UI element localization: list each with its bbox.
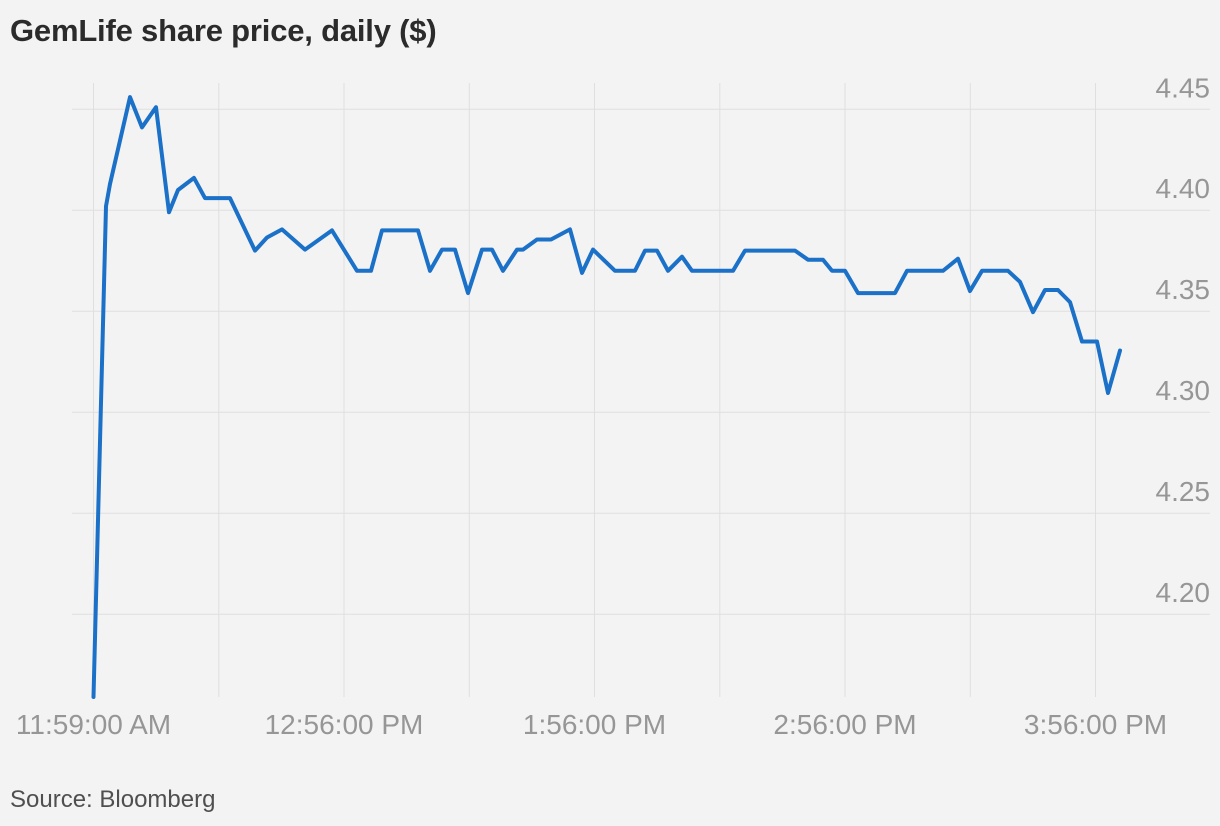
y-tick-label: 4.20 [1156, 577, 1211, 608]
vertical-gridlines [93, 83, 1096, 697]
x-tick-label: 12:56:00 PM [265, 709, 424, 740]
y-tick-label: 4.30 [1156, 375, 1211, 406]
x-tick-label: 3:56:00 PM [1024, 709, 1167, 740]
y-axis-labels: 4.45 4.40 4.35 4.30 4.25 4.20 [1156, 72, 1211, 608]
x-axis-labels: 11:59:00 AM 12:56:00 PM 1:56:00 PM 2:56:00 … [16, 709, 1167, 740]
y-tick-label: 4.40 [1156, 173, 1211, 204]
horizontal-gridlines [72, 108, 1210, 615]
chart-title: GemLife share price, daily ($) [10, 13, 437, 48]
y-tick-label: 4.25 [1156, 476, 1211, 507]
x-tick-label: 2:56:00 PM [773, 709, 916, 740]
source-caption: Source: Bloomberg [10, 786, 216, 813]
x-tick-label: 11:59:00 AM [16, 709, 171, 740]
price-line-series [91, 95, 1122, 699]
y-tick-label: 4.35 [1156, 274, 1211, 305]
y-tick-label: 4.45 [1156, 72, 1211, 103]
x-tick-label: 1:56:00 PM [523, 709, 666, 740]
